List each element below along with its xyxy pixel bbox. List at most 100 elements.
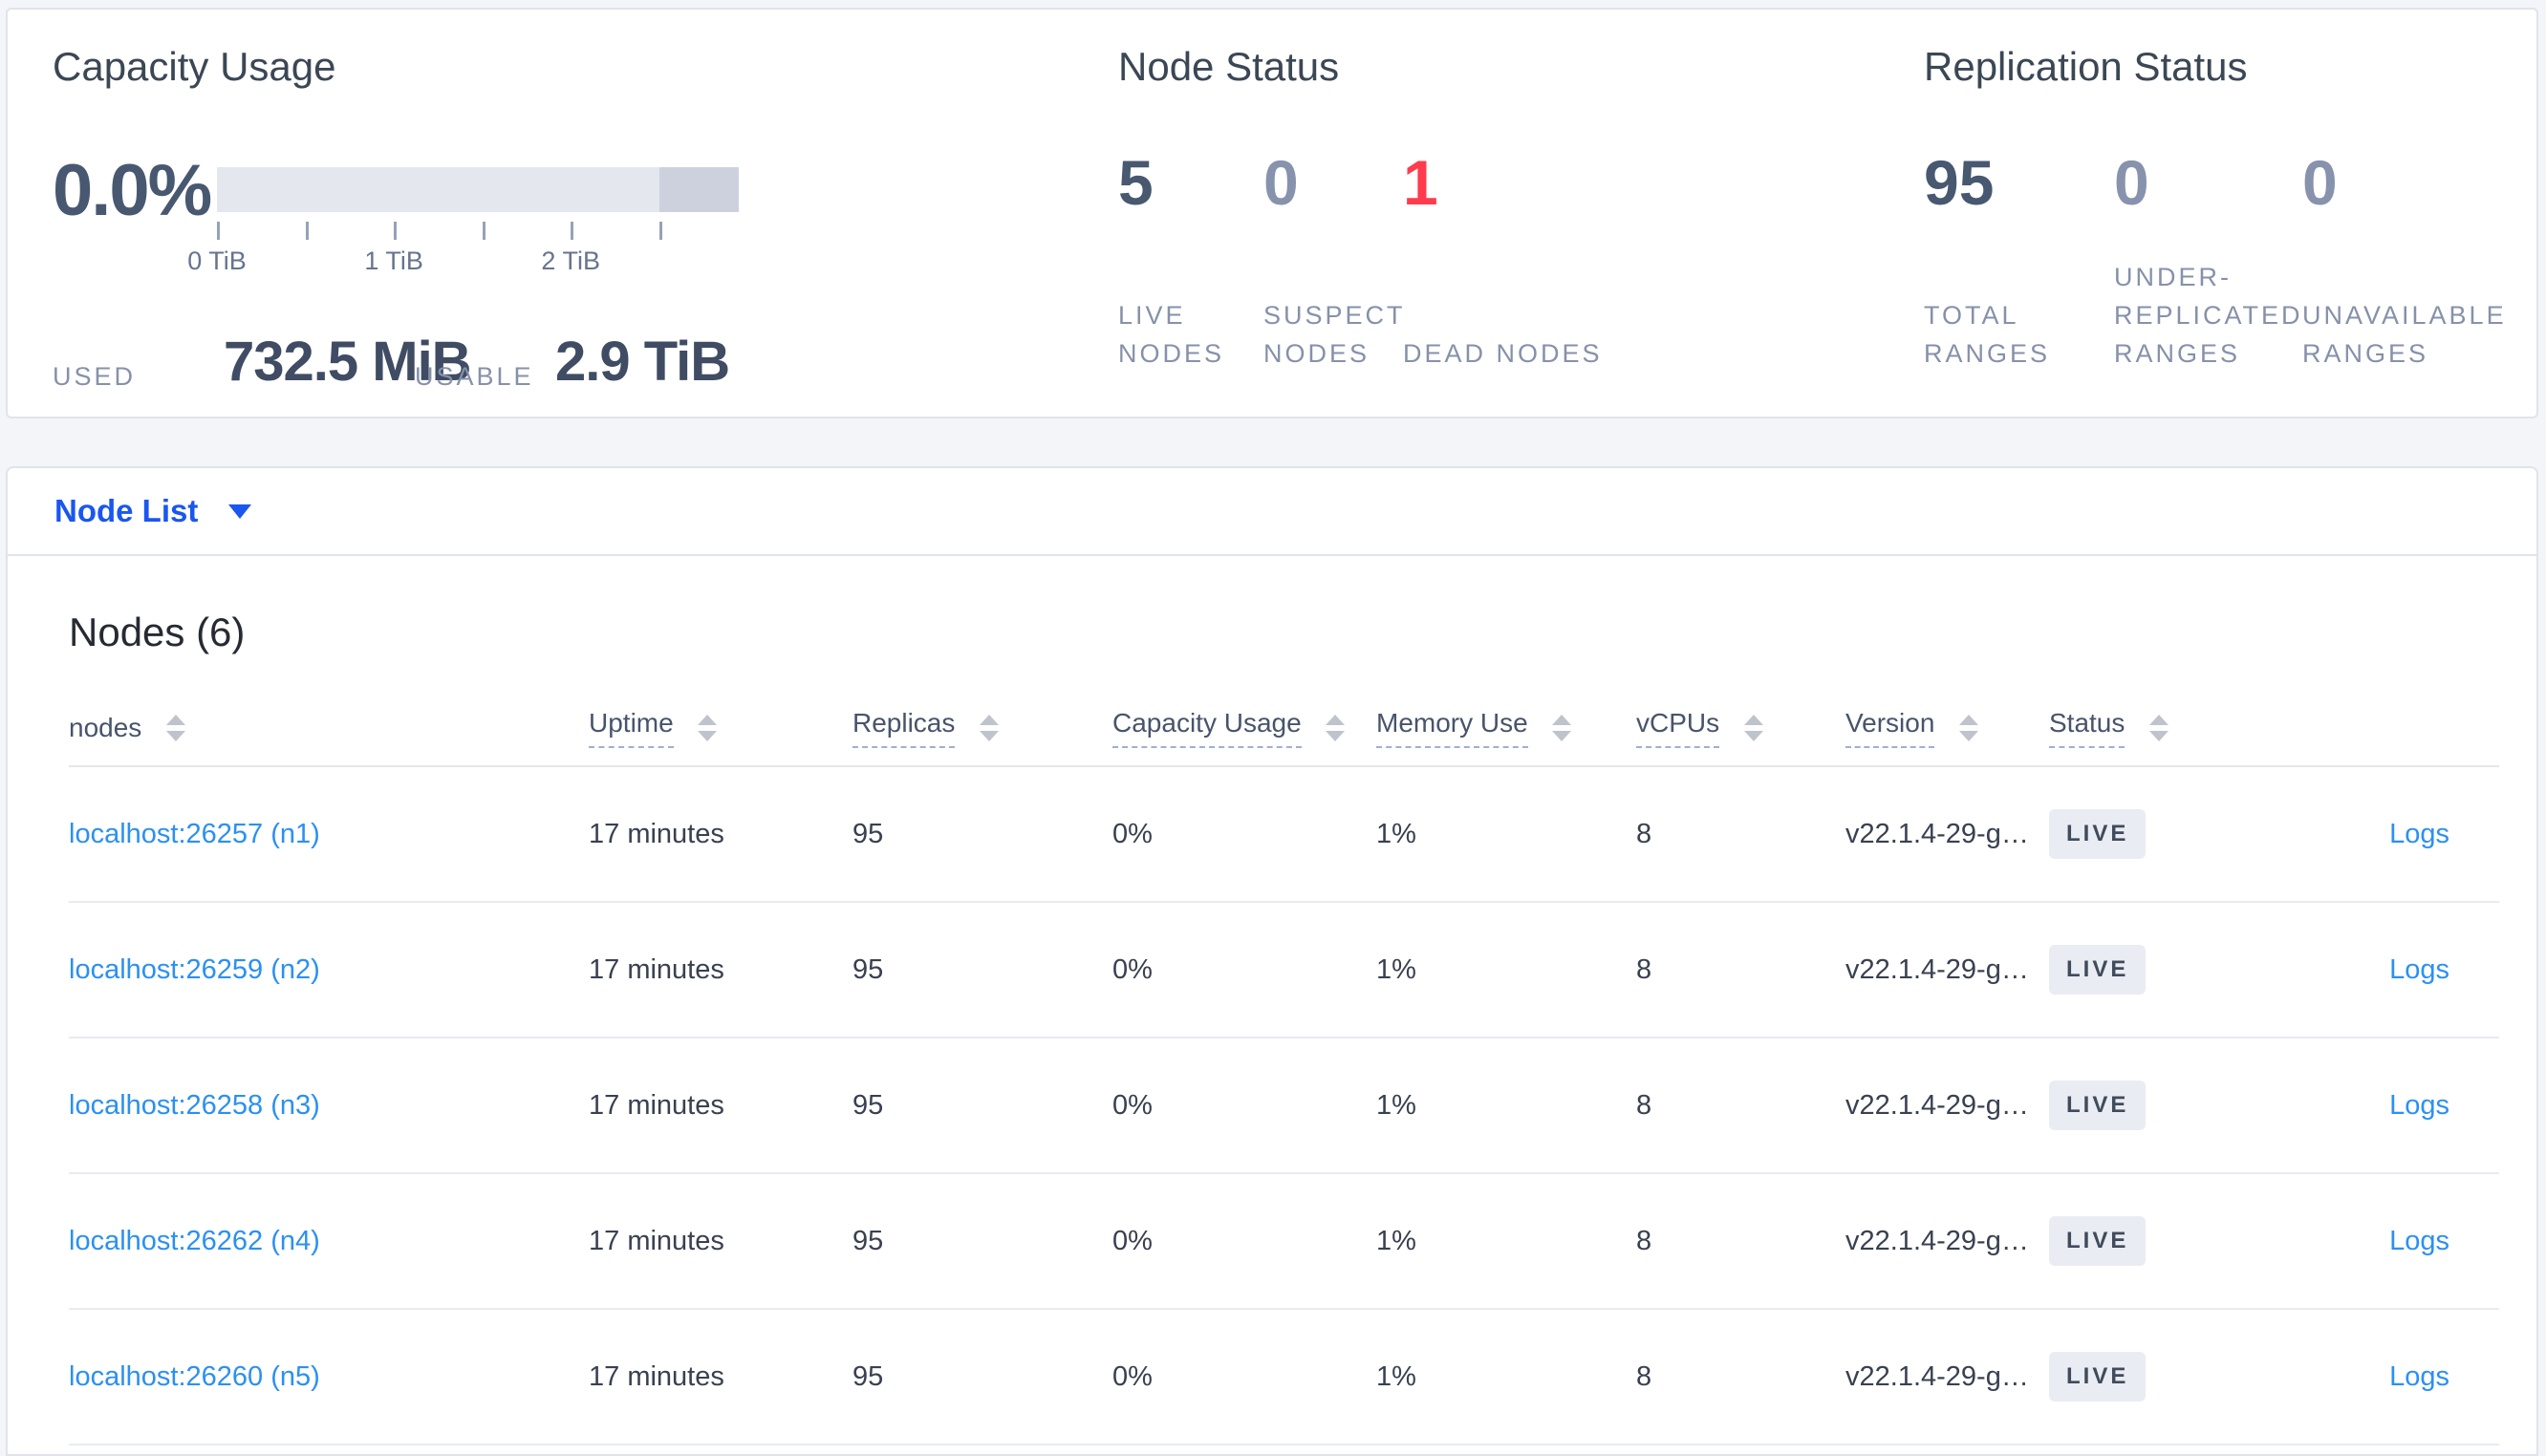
unavailable-ranges-count: 0	[2302, 147, 2338, 218]
replicas-cell: 95	[852, 902, 1112, 1038]
uptime-cell: 17 minutes	[589, 766, 852, 903]
total-ranges-count: 95	[1924, 147, 1995, 218]
table-row: localhost:26257 (n1) 17 minutes 95 0% 1%…	[69, 766, 2499, 903]
dead-nodes-label: DEAD NODES	[1403, 339, 1603, 368]
replication-labels: TOTAL RANGES UNDER-REPLICATED RANGES UNA…	[1924, 239, 2516, 373]
column-header-replicas[interactable]: Replicas	[852, 690, 1112, 767]
table-row: localhost:26260 (n5) 17 minutes 95 0% 1%…	[69, 1309, 2499, 1445]
sort-icon[interactable]	[2149, 714, 2169, 741]
capacity-bar-tick-labels: 0 TiB 1 TiB 2 TiB	[187, 246, 739, 277]
sort-icon[interactable]	[1743, 714, 1763, 741]
memory-cell: 1%	[1376, 1173, 1636, 1310]
live-nodes-count: 5	[1118, 147, 1154, 218]
view-selector-bar: Node List	[6, 466, 2538, 556]
nodes-table-card: Nodes (6) nodes Uptime Replicas	[6, 556, 2538, 1456]
tick-label-0: 0 TiB	[187, 246, 247, 275]
chevron-down-icon[interactable]	[228, 503, 252, 519]
capacity-stats: USED 732.5 MiB USABLE 2.9 TiB	[53, 332, 779, 390]
capacity-meter: 0 TiB 1 TiB 2 TiB	[187, 167, 739, 277]
capacity-percent: 0.0%	[53, 150, 212, 231]
table-row: localhost:26259 (n2) 17 minutes 95 0% 1%…	[69, 902, 2499, 1038]
vcpus-cell: 8	[1636, 1173, 1845, 1310]
vcpus-cell: 8	[1636, 1309, 1845, 1445]
column-header-vcpus[interactable]: vCPUs	[1636, 690, 1845, 767]
cluster-overview-panel: Capacity Usage 0.0% 0 TiB 1 TiB 2 TiB US…	[6, 8, 2538, 418]
live-nodes-label: LIVE NODES	[1118, 301, 1225, 368]
vcpus-cell: 8	[1636, 1038, 1845, 1174]
column-header-memory-use[interactable]: Memory Use	[1376, 690, 1636, 767]
sort-icon[interactable]	[698, 714, 718, 741]
status-badge: LIVE	[2049, 1081, 2147, 1130]
column-header-version[interactable]: Version	[1845, 690, 2049, 767]
capacity-usage-title: Capacity Usage	[53, 44, 336, 89]
node-link[interactable]: localhost:26260 (n5)	[69, 1360, 320, 1392]
version-cell: v22.1.4-29-g…	[1845, 902, 2049, 1038]
capacity-cell: 0%	[1112, 1309, 1376, 1445]
table-row: localhost:26258 (n3) 17 minutes 95 0% 1%…	[69, 1038, 2499, 1174]
used-label: USED	[53, 362, 137, 391]
nodes-section-title: Nodes (6)	[69, 610, 246, 654]
logs-link[interactable]: Logs	[2389, 1360, 2449, 1392]
capacity-cell: 0%	[1112, 1173, 1376, 1310]
tick-label-2: 2 TiB	[541, 246, 600, 275]
capacity-bar-ticks	[217, 222, 739, 241]
capacity-cell: 0%	[1112, 1038, 1376, 1174]
column-header-capacity-usage[interactable]: Capacity Usage	[1112, 690, 1376, 767]
node-link[interactable]: localhost:26257 (n1)	[69, 818, 320, 849]
replication-values: 95 0 0	[1924, 151, 2516, 214]
logs-link[interactable]: Logs	[2389, 1089, 2449, 1121]
replicas-cell: 95	[852, 1173, 1112, 1310]
node-link[interactable]: localhost:26262 (n4)	[69, 1225, 320, 1256]
logs-link[interactable]: Logs	[2389, 818, 2449, 849]
replicas-cell: 95	[852, 1038, 1112, 1174]
node-status-values: 5 0 1	[1118, 151, 1690, 214]
tick-label-1: 1 TiB	[364, 246, 423, 275]
sort-icon[interactable]	[1326, 714, 1346, 741]
version-cell: v22.1.4-29-g…	[1845, 766, 2049, 903]
logs-link[interactable]: Logs	[2389, 953, 2449, 985]
status-badge: LIVE	[2049, 945, 2147, 995]
replication-status-panel: Replication Status 95 0 0 TOTAL RANGES U…	[1924, 10, 2516, 417]
node-list-dropdown[interactable]: Node List	[54, 493, 199, 528]
sort-icon[interactable]	[1959, 714, 1979, 741]
nodes-table: nodes Uptime Replicas Capacity Usage Mem…	[69, 690, 2499, 1445]
total-ranges-label: TOTAL RANGES	[1924, 301, 2051, 368]
uptime-cell: 17 minutes	[589, 1038, 852, 1174]
node-link[interactable]: localhost:26259 (n2)	[69, 953, 320, 985]
column-header-nodes[interactable]: nodes	[69, 690, 589, 767]
column-header-uptime[interactable]: Uptime	[589, 690, 852, 767]
replicas-cell: 95	[852, 766, 1112, 903]
sort-icon[interactable]	[166, 715, 186, 742]
usable-value: 2.9 TiB	[555, 331, 730, 393]
dead-nodes-count: 1	[1403, 147, 1438, 218]
sort-icon[interactable]	[1552, 714, 1572, 741]
vcpus-cell: 8	[1636, 902, 1845, 1038]
node-status-labels: LIVE NODES SUSPECT NODES DEAD NODES	[1118, 239, 1690, 373]
used-value: 732.5 MiB	[224, 331, 472, 393]
under-replicated-ranges-count: 0	[2114, 147, 2149, 218]
version-cell: v22.1.4-29-g…	[1845, 1309, 2049, 1445]
version-cell: v22.1.4-29-g…	[1845, 1038, 2049, 1174]
column-header-status[interactable]: Status	[2049, 690, 2280, 767]
node-status-title: Node Status	[1118, 44, 1340, 89]
memory-cell: 1%	[1376, 1038, 1636, 1174]
sort-icon[interactable]	[980, 714, 1000, 741]
status-badge: LIVE	[2049, 1352, 2147, 1402]
node-link[interactable]: localhost:26258 (n3)	[69, 1089, 320, 1121]
status-badge: LIVE	[2049, 1216, 2147, 1266]
uptime-cell: 17 minutes	[589, 1173, 852, 1310]
under-replicated-ranges-label: UNDER-REPLICATED RANGES	[2114, 263, 2303, 368]
table-row: localhost:26262 (n4) 17 minutes 95 0% 1%…	[69, 1173, 2499, 1310]
memory-cell: 1%	[1376, 766, 1636, 903]
replicas-cell: 95	[852, 1309, 1112, 1445]
column-header-logs-empty	[2280, 690, 2499, 767]
suspect-nodes-label: SUSPECT NODES	[1263, 301, 1406, 368]
capacity-cell: 0%	[1112, 902, 1376, 1038]
replication-status-title: Replication Status	[1924, 44, 2248, 89]
capacity-bar	[217, 167, 739, 212]
memory-cell: 1%	[1376, 1309, 1636, 1445]
logs-link[interactable]: Logs	[2389, 1225, 2449, 1256]
vcpus-cell: 8	[1636, 766, 1845, 903]
capacity-bar-reserved-segment	[658, 167, 739, 212]
